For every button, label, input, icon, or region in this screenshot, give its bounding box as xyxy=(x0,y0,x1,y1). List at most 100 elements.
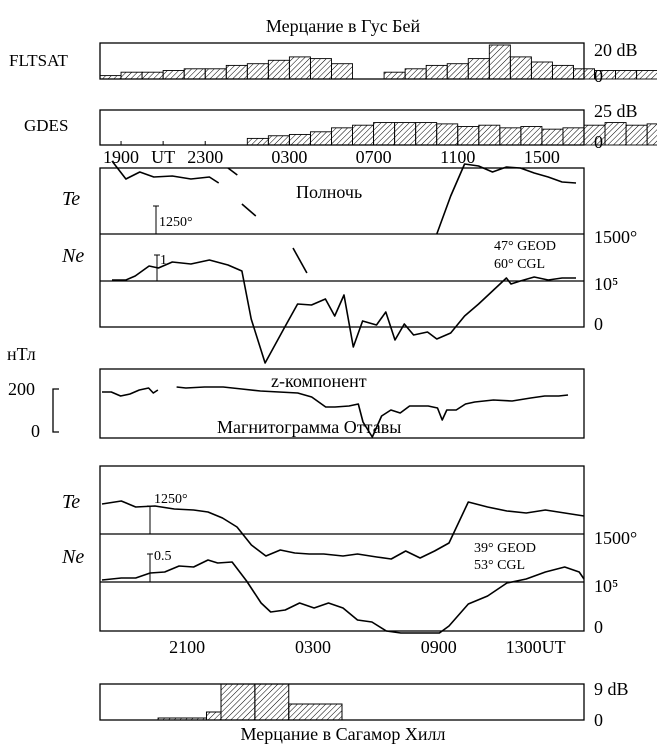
fltsat-bar-17 xyxy=(488,44,511,80)
gb-profile-curves xyxy=(111,160,577,364)
sh-ne-label: Ne xyxy=(61,546,84,568)
fltsat-bar-19 xyxy=(530,61,553,80)
sagamore-scint-panel: 9 dB 0 Мерцание в Сагамор Хилл xyxy=(99,679,629,744)
sh-time-label-3: 1300UT xyxy=(506,637,566,657)
gb-ne-curve xyxy=(112,259,576,364)
gb-profiles-frame xyxy=(99,167,585,328)
mag-caption: Магнитограмма Оттавы xyxy=(217,417,401,437)
gdes-bar-4 xyxy=(331,127,353,146)
gb-ne-scale-label: 1 xyxy=(160,253,167,268)
gb-te-segment-3 xyxy=(292,247,308,274)
gb-te-segment-1 xyxy=(227,167,238,176)
gb-midnight-annotation: Полночь xyxy=(296,182,362,202)
gdes-bar-0 xyxy=(246,137,269,146)
gdes-bar-13 xyxy=(520,126,543,146)
gb-ne-zero-label: 0 xyxy=(594,314,603,334)
fltsat-bar-3 xyxy=(162,70,185,80)
gdes-bar-17 xyxy=(604,122,627,146)
gb-time-label-5: 1100 xyxy=(440,147,475,167)
sh-scint-bar-0 xyxy=(157,717,207,721)
gb-te-label: Te xyxy=(62,188,80,210)
mag-scale-top: 200 xyxy=(8,379,35,399)
sh-te-label: Te xyxy=(62,491,80,513)
gb-time-label-3: 0300 xyxy=(271,147,307,167)
gdes-bar-11 xyxy=(478,124,501,146)
fltsat-scale-top: 20 dB xyxy=(594,40,638,60)
gb-time-label-4: 0700 xyxy=(356,147,392,167)
fltsat-bar-20 xyxy=(551,64,574,80)
goose-bay-profiles-panel: Полночь Te Ne 1250° 1 47° GEOD 60° CGL 1… xyxy=(61,160,637,364)
sh-scint-bar-3 xyxy=(254,683,290,721)
sh-ne-curve xyxy=(101,559,585,634)
fltsat-bar-7 xyxy=(246,63,269,80)
sh-profiles-frame xyxy=(99,465,585,632)
fltsat-scale-zero: 0 xyxy=(594,66,603,86)
fltsat-panel: FLTSAT 20 dB 0 xyxy=(9,40,657,86)
gb-site-geod: 47° GEOD xyxy=(494,239,556,254)
ottawa-magnetogram-panel: нТл 200 0 z-компонент Магнитограмма Отта… xyxy=(7,344,585,441)
fltsat-bar-16 xyxy=(467,58,490,80)
gb-time-label-6: 1500 xyxy=(524,147,560,167)
sh-scint-bar-4 xyxy=(288,703,343,721)
sh-te-base-label: 1500° xyxy=(594,528,637,548)
gb-te-base-label: 1500° xyxy=(594,227,637,247)
mag-unit-label: нТл xyxy=(7,344,36,364)
sh-te-scale-label: 1250° xyxy=(154,492,188,507)
sh-scint-bars xyxy=(157,683,343,721)
gdes-bar-8 xyxy=(415,122,438,146)
sh-scint-scale-zero: 0 xyxy=(594,710,603,730)
fltsat-bar-0 xyxy=(99,75,122,80)
gdes-bar-3 xyxy=(309,131,332,146)
goose-bay-scint-title: Мерцание в Гус Бей xyxy=(266,16,421,36)
gdes-panel: GDES 25 dB 0 xyxy=(24,101,657,152)
fltsat-bar-1 xyxy=(120,71,143,80)
gb-ne-base-label: 10⁵ xyxy=(594,274,618,294)
sh-site-cgl: 53° CGL xyxy=(474,558,525,573)
gdes-bar-5 xyxy=(352,124,375,146)
gb-te-scale-label: 1250° xyxy=(159,215,193,230)
fltsat-bar-12 xyxy=(383,71,406,80)
fltsat-label: FLTSAT xyxy=(9,51,69,70)
gb-ne-label: Ne xyxy=(61,245,84,267)
fltsat-bar-24 xyxy=(636,70,657,80)
fltsat-bars xyxy=(99,44,657,80)
gdes-bars xyxy=(246,122,657,146)
sh-time-label-0: 2100 xyxy=(169,637,205,657)
gdes-bar-6 xyxy=(373,122,396,146)
gdes-bar-10 xyxy=(457,126,480,146)
mag-segment-0 xyxy=(102,387,159,397)
fltsat-bar-18 xyxy=(509,56,532,80)
gb-te-segment-0 xyxy=(111,160,220,184)
gdes-bar-2 xyxy=(288,133,311,146)
fltsat-bar-11 xyxy=(331,63,353,80)
gb-te-segment-4 xyxy=(436,163,577,235)
sagamore-profiles-panel: Te Ne 1250° 0.5 39° GEOD 53° CGL 1500° 1… xyxy=(61,465,637,657)
sh-profile-curves xyxy=(101,500,585,634)
fltsat-bar-4 xyxy=(183,68,206,80)
gdes-bar-15 xyxy=(562,127,585,146)
fltsat-bar-23 xyxy=(615,70,638,80)
sh-scint-bar-1 xyxy=(205,711,222,721)
mag-frame xyxy=(99,368,585,439)
gb-te-segment-2 xyxy=(241,203,257,217)
gb-site-cgl: 60° CGL xyxy=(494,257,545,272)
mag-segment-1 xyxy=(176,386,569,438)
gdes-bar-9 xyxy=(436,123,459,146)
sh-scint-title: Мерцание в Сагамор Хилл xyxy=(241,724,446,744)
sh-ne-scale-label: 0.5 xyxy=(154,549,172,564)
gdes-scale-top: 25 dB xyxy=(594,101,638,121)
sh-scint-scale-top: 9 dB xyxy=(594,679,629,699)
fltsat-bar-10 xyxy=(309,58,332,80)
gb-time-label-1: UT xyxy=(151,147,175,167)
sh-te-curve xyxy=(101,500,585,560)
fltsat-bar-13 xyxy=(404,68,427,80)
gdes-bar-18 xyxy=(625,124,648,146)
fltsat-bar-5 xyxy=(204,68,227,80)
gdes-bar-12 xyxy=(499,127,522,146)
mag-scale-zero: 0 xyxy=(31,421,40,441)
fltsat-bar-8 xyxy=(267,59,290,80)
gdes-bar-1 xyxy=(267,135,290,146)
sh-time-label-1: 0300 xyxy=(295,637,331,657)
sh-time-axis: 2100 0300 0900 1300UT xyxy=(169,637,565,657)
sh-scint-bar-2 xyxy=(220,683,256,721)
